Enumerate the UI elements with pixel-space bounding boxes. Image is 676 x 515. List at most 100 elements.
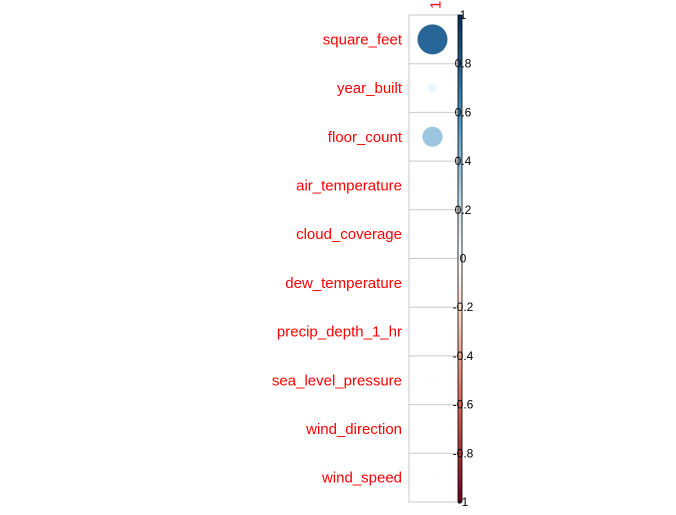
colorbar-segment [458, 375, 462, 381]
colorbar-segment [458, 131, 462, 138]
colorbar-segment [458, 463, 462, 469]
colorbar-segment [458, 63, 462, 70]
colorbar-segment [458, 346, 462, 352]
colorbar-segment [458, 102, 462, 109]
colorbar-tick-label: -1 [458, 495, 469, 509]
row-label: wind_direction [305, 421, 402, 438]
colorbar-segment [458, 467, 462, 474]
correlation-circle [417, 24, 448, 55]
colorbar-segment [458, 404, 462, 411]
correlation-circle [430, 183, 435, 188]
colorbar-segment [458, 224, 462, 230]
colorbar-tick-label: 0.2 [455, 203, 472, 217]
row-label: year_built [337, 80, 403, 97]
colorbar-segment [458, 492, 462, 498]
colorbar-tick-label: 0.6 [455, 105, 472, 119]
colorbar-segment [458, 394, 462, 401]
colorbar-segment [458, 49, 462, 55]
colorbar-segment [458, 399, 462, 406]
colorbar-segment [458, 248, 462, 255]
correlation-circle [427, 83, 438, 93]
colorbar-segment [458, 424, 462, 430]
colorbar-segment [458, 389, 462, 396]
colorbar-tick-label: -0.6 [453, 398, 474, 412]
correlation-circle [430, 329, 435, 334]
colorbar-segment [458, 73, 462, 79]
colorbar-tick-label: 0 [460, 252, 467, 266]
colorbar-segment [458, 428, 462, 435]
colorbar-segment [458, 15, 462, 21]
colorbar-segment [458, 146, 462, 152]
colorbar-segment [458, 321, 462, 328]
column-labels: 1 [428, 1, 445, 9]
colorbar-segment [458, 165, 462, 172]
colorbar-segment [458, 477, 462, 484]
colorbar-segment [458, 253, 462, 260]
row-label: dew_temperature [285, 275, 402, 292]
colorbar-segment [458, 161, 462, 167]
colorbar-segment [458, 458, 462, 464]
colorbar-segment [458, 29, 462, 36]
colorbar-segment [458, 341, 462, 347]
colorbar-segment [458, 307, 462, 313]
colorbar-segment [458, 243, 462, 250]
colorbar-segment [458, 414, 462, 420]
colorbar-segment [458, 351, 462, 357]
colorbar-segment [458, 258, 462, 264]
colorbar-segment [458, 482, 462, 488]
colorbar-segment [458, 39, 462, 45]
colorbar-segment [458, 24, 462, 31]
colorbar-segment [458, 336, 462, 342]
row-label: wind_speed [321, 470, 402, 487]
colorbar-segment [458, 127, 462, 133]
colorbar-segment [458, 297, 462, 303]
colorbar-segment [458, 83, 462, 89]
colorbar-segment [458, 97, 462, 104]
colorbar-segment [458, 355, 462, 362]
colorbar-segment [458, 263, 462, 269]
colorbar-tick-label: 1 [460, 8, 467, 22]
colorbar-segment [458, 331, 462, 338]
colorbar-segment [458, 370, 462, 376]
colorbar-segment [458, 53, 462, 60]
colorbar-segment [458, 204, 462, 211]
colorbar-segment [458, 185, 462, 191]
colorbar-segment [458, 277, 462, 284]
colorbar-segment [458, 78, 462, 84]
colorbar-segment [458, 453, 462, 459]
colorbar [457, 14, 463, 503]
colorbar-segment [458, 472, 462, 479]
colorbar-segment [458, 448, 462, 454]
colorbar-segment [458, 88, 462, 94]
colorbar-segment [458, 200, 462, 206]
colorbar-segment [458, 497, 462, 503]
row-labels: square_feet year_built floor_count air_temp… [272, 31, 403, 486]
colorbar-segment [458, 273, 462, 279]
correlation-circle [422, 126, 443, 147]
colorbar-segment [458, 419, 462, 425]
colorbar-segment [458, 316, 462, 323]
colorbar-segment [458, 136, 462, 143]
colorbar-segment [458, 409, 462, 415]
colorbar-segment [458, 219, 462, 226]
colorbar-segment [458, 175, 462, 182]
colorbar-segment [458, 234, 462, 240]
colorbar-segment [458, 282, 462, 289]
colorbar-ticks: 1 0.8 0.6 0.4 0.2 0 -0.2 -0.4 -0.6 -0.8 -1 [453, 8, 474, 509]
colorbar-tick-label: -0.8 [453, 446, 474, 460]
colorbar-segment [458, 92, 462, 99]
row-label: sea_level_pressure [272, 372, 402, 389]
colorbar-segment [458, 433, 462, 440]
colorbar-segment [458, 117, 462, 123]
correlation-circle [430, 377, 435, 383]
correlation-circle [430, 475, 435, 481]
colorbar-tick-label: -0.2 [453, 300, 474, 314]
colorbar-segment [458, 380, 462, 386]
colorbar-segment [458, 443, 462, 450]
colorbar-segment [458, 229, 462, 235]
colorbar-segment [458, 239, 462, 245]
colorbar-segment [458, 170, 462, 177]
colorbar-tick-label: 0.4 [455, 154, 472, 168]
colorbar-segment [458, 34, 462, 40]
colorbar-segment [458, 312, 462, 318]
